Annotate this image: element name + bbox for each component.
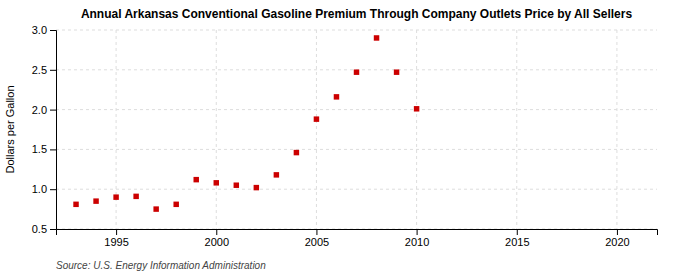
x-grid-line (516, 30, 517, 229)
y-tick: 3.0 (32, 24, 56, 36)
chart: 1995 2000 2005 2010 2015 2020 0.5 1.0 1.5 2.0 2.5 3… (0, 0, 675, 275)
x-tick-mark (517, 229, 518, 235)
y-tick-mark (50, 110, 56, 111)
x-tick-label: 2020 (605, 236, 629, 248)
point (173, 202, 178, 207)
point (414, 106, 419, 111)
x-tick-label: 2015 (505, 236, 529, 248)
source: Source: U.S. Energy Information Administ… (56, 260, 266, 271)
x-tick: 2015 (505, 229, 529, 248)
point (234, 182, 239, 187)
x-tick: 2020 (605, 229, 629, 248)
x-tick-label: 2010 (405, 236, 429, 248)
y-tick: 1.5 (32, 143, 56, 155)
plot-area: 1995 2000 2005 2010 2015 2020 0.5 1.0 1.5 2.0 2.5 3… (32, 24, 658, 248)
y-tick-mark (50, 70, 56, 71)
x-tick: 1995 (104, 229, 128, 248)
point (193, 177, 198, 182)
x-tick: 2000 (205, 229, 229, 248)
x-tick-mark (216, 229, 217, 235)
x-tick: 2010 (405, 229, 429, 248)
x-tick-mark (316, 229, 317, 235)
y-tick-label: 3.0 (32, 24, 47, 36)
y-tick-mark (50, 149, 56, 150)
y-tick-label: 1.0 (32, 183, 47, 195)
y-tick: 0.5 (32, 223, 56, 235)
title: Annual Arkansas Conventional Gasoline Pr… (81, 7, 633, 21)
x-tick-mark (116, 229, 117, 235)
x-tick-label: 1995 (104, 236, 128, 248)
y-tick-mark (50, 189, 56, 190)
point (394, 69, 399, 74)
points (73, 35, 419, 212)
point (334, 94, 339, 99)
y-tick-label: 2.0 (32, 104, 47, 116)
y-grid-line (56, 30, 657, 31)
point (133, 194, 138, 199)
x-tick: 2005 (305, 229, 329, 248)
y-tick: 2.0 (32, 104, 56, 116)
point (354, 69, 359, 74)
y-axis: 0.5 1.0 1.5 2.0 2.5 3.0 (32, 24, 57, 235)
point (254, 185, 259, 190)
point (214, 180, 219, 185)
y-tick: 2.5 (32, 64, 56, 76)
x-grid-line (416, 30, 417, 229)
point (314, 116, 319, 121)
x-tick-label: 2000 (205, 236, 229, 248)
point (153, 206, 158, 211)
x-grid-line (316, 30, 317, 229)
point (73, 202, 78, 207)
x-grid-line (616, 30, 617, 229)
y-axis-title: Dollars per Gallon (4, 85, 16, 173)
x-axis: 1995 2000 2005 2010 2015 2020 (57, 229, 658, 248)
y-tick-mark (50, 229, 56, 230)
x-tick-mark (417, 229, 418, 235)
y-tick-label: 1.5 (32, 143, 47, 155)
y-tick-mark (50, 30, 56, 31)
grid (56, 30, 657, 229)
y-grid-line (56, 189, 657, 190)
point (294, 150, 299, 155)
y-grid-line (56, 109, 657, 110)
x-tick-label: 2005 (305, 236, 329, 248)
x-axis-line (57, 230, 658, 236)
y-grid-line (56, 149, 657, 150)
x-grid-line (216, 30, 217, 229)
y-tick: 1.0 (32, 183, 56, 195)
point (93, 198, 98, 203)
y-tick-label: 2.5 (32, 64, 47, 76)
y-tick-label: 0.5 (32, 223, 47, 235)
point (374, 35, 379, 40)
x-tick-mark (617, 229, 618, 235)
y-axis-line (50, 31, 57, 230)
point (113, 194, 118, 199)
point (274, 172, 279, 177)
